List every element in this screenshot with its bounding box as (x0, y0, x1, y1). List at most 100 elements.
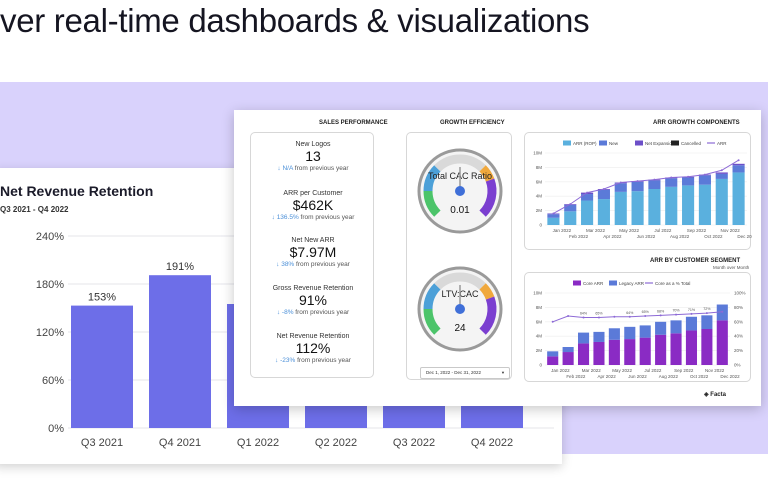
bar-segment (547, 356, 559, 365)
x-tick-label: Jan 2022 (553, 228, 572, 233)
bar-1 (71, 305, 133, 428)
x-tick-label: Feb 2022 (569, 234, 589, 239)
legend-label: ARR (717, 141, 727, 146)
x-tick-label: Jul 2022 (644, 368, 662, 373)
chevron-down-icon: ▼ (501, 370, 505, 375)
bar-segment (624, 339, 636, 365)
gauge-arc-purple (479, 178, 497, 217)
bar-segment (732, 163, 745, 166)
y-tick-label: 0 (539, 223, 542, 228)
down-arrow-icon: ↓ (275, 357, 279, 364)
point-label: 71% (688, 308, 696, 312)
data-label: 191% (166, 261, 194, 273)
y-tick-label-right: 20% (734, 348, 743, 353)
gauge-arc-purple (479, 296, 497, 335)
gauge-arc-blue (423, 283, 441, 310)
gauge-arc-orange (479, 283, 495, 300)
gauge-hub (455, 304, 465, 314)
date-range-select[interactable]: Dec 1, 2022 - Dec 31, 2022 ▼ (420, 367, 510, 379)
y-tick-label: 8M (536, 305, 543, 310)
arr-growth-chart: 0 2M 4M 6M 8M 10M ARR (ROP) New Net Expansion Can… (533, 140, 752, 239)
x-tick-label: Mar 2022 (586, 228, 606, 233)
kpi-delta: ↓ -23% from previous year (275, 357, 351, 364)
gauge-value: 24 (454, 323, 466, 334)
kpi-value: $7.97M (289, 244, 337, 260)
line-point (567, 315, 570, 318)
x-tick-label: Oct 2022 (704, 234, 723, 239)
x-tick-label: Apr 2022 (603, 234, 622, 239)
y-tick-label: 240% (36, 231, 64, 243)
line-point (687, 175, 690, 178)
bar-segment (581, 194, 594, 201)
nrr-subtitle: Q3 2021 - Q4 2022 (0, 205, 69, 214)
y-tick-label: 2M (536, 208, 543, 213)
line-point (703, 173, 706, 176)
legend-swatch (599, 140, 607, 146)
kpi-delta: ↓ -8% from previous year (276, 309, 350, 316)
line-point (659, 314, 662, 317)
bar-segment (562, 352, 574, 365)
sales-performance-panel: New Logos 13 ↓ N/A from previous year AR… (250, 132, 374, 378)
line-point (636, 180, 639, 183)
arr-segment-chart: 0 0% 2M 20% 4M 40% 6M 60% 8M 80% 10M 100% Core ARR Le… (533, 280, 746, 379)
kpi-label: Gross Revenue Retention (272, 285, 354, 292)
point-label: 64% (626, 311, 634, 315)
line-point (675, 313, 678, 316)
line-point (602, 188, 605, 190)
arr-segment-subtitle: Month over Month (713, 265, 750, 270)
line-point (690, 312, 693, 315)
line-point (737, 159, 740, 162)
arr-growth-title: ARR GROWTH COMPONENTS (653, 120, 740, 126)
line-point (613, 315, 616, 318)
bar-segment (701, 329, 713, 365)
x-tick-label: Nov 2022 (721, 228, 741, 233)
bar-segment (655, 321, 667, 335)
kpi-value: 13 (305, 148, 321, 164)
legend-label: ARR (ROP) (573, 141, 597, 146)
line-point (619, 181, 622, 184)
line-point (670, 176, 673, 179)
y-tick-label: 120% (36, 327, 64, 339)
x-tick-label: Feb 2022 (566, 374, 586, 379)
bar-segment (665, 186, 678, 225)
bar-segment (597, 199, 610, 225)
bar-segment (547, 351, 559, 357)
y-tick-label-right: 60% (734, 319, 743, 324)
x-tick-label: Jun 2022 (637, 234, 656, 239)
dashboard-card: SALES PERFORMANCE GROWTH EFFICIENCY ARR … (234, 110, 761, 406)
facta-logo: ◈ Facta (704, 392, 726, 398)
arr-segment-panel: 0 0% 2M 20% 4M 40% 6M 60% 8M 80% 10M 100% Core ARR Le… (524, 272, 751, 382)
point-label: 65% (642, 310, 650, 314)
y-tick-label: 2M (536, 348, 543, 353)
x-tick-label: Jul 2022 (654, 228, 672, 233)
line-point (551, 320, 554, 323)
bar-segment (715, 172, 728, 174)
x-tick-label: Q2 2022 (315, 437, 357, 449)
arr-segment-title: ARR BY CUSTOMER SEGMENT (650, 258, 741, 264)
legend-label: New (609, 141, 619, 146)
bar-segment (698, 184, 711, 225)
kpi-label: Net Revenue Retention (276, 333, 350, 340)
x-tick-label: Apr 2022 (598, 374, 617, 379)
kpi-gross-revenue-retention: Gross Revenue Retention 91% ↓ -8% from p… (251, 285, 375, 316)
bar-segment (732, 172, 745, 225)
kpi-label: Net New ARR (291, 237, 335, 244)
bar-segment (715, 173, 728, 179)
gauge-arc-neutral (434, 154, 486, 172)
line-point (597, 316, 600, 319)
x-tick-label: Mar 2022 (582, 368, 602, 373)
legend-swatch (563, 140, 571, 146)
x-tick-label: Aug 2022 (659, 374, 679, 379)
bar-segment (682, 185, 695, 225)
kpi-delta: ↓ 38% from previous year (276, 261, 350, 268)
y-tick-label-right: 0% (734, 363, 741, 368)
bar-segment (624, 326, 636, 340)
y-tick-label: 10M (533, 151, 542, 156)
bar-segment (581, 200, 594, 225)
down-arrow-icon: ↓ (277, 165, 281, 172)
data-label: 153% (88, 292, 116, 304)
bar-segment (608, 339, 620, 365)
x-tick-label: May 2022 (612, 368, 632, 373)
